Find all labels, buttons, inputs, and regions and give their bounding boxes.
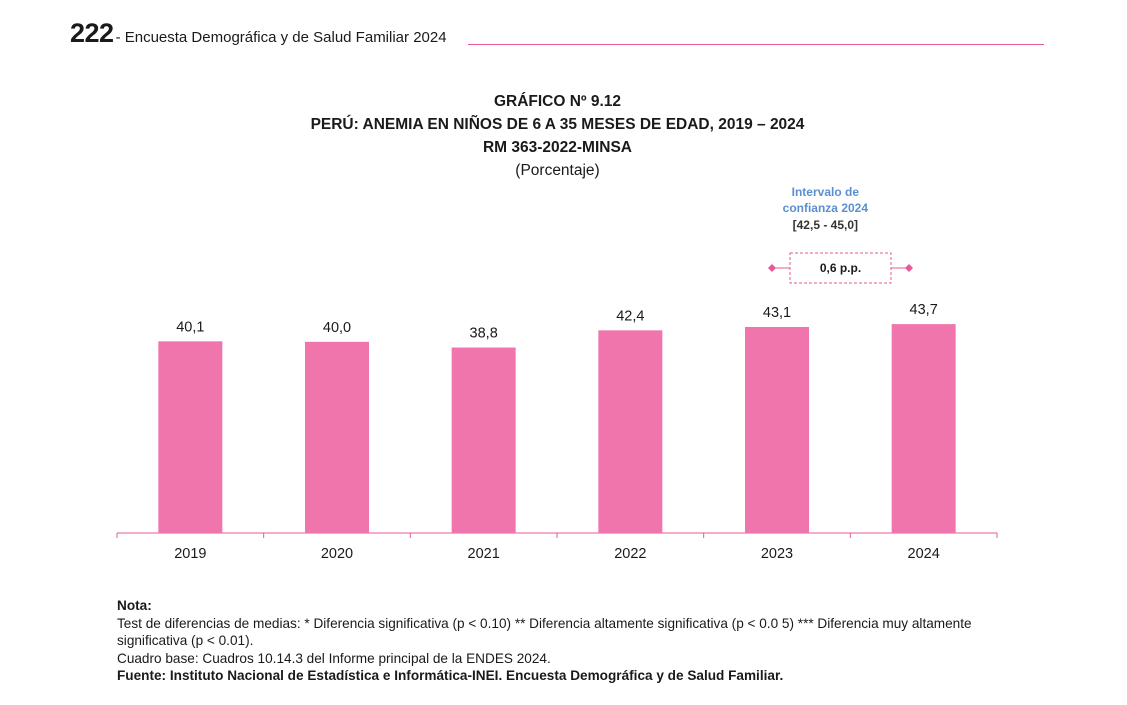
note-line-1: Test de diferencias de medias: * Diferen… bbox=[117, 615, 972, 631]
value-label-2019: 40,1 bbox=[176, 319, 204, 335]
ci-difference-box bbox=[789, 252, 892, 284]
ci-label-line-2: confianza 2024 bbox=[783, 201, 869, 215]
note-line-2: significativa (p < 0.01). bbox=[117, 633, 254, 649]
chart-number: GRÁFICO Nº 9.12 bbox=[493, 93, 622, 110]
category-label-2021: 2021 bbox=[468, 546, 500, 562]
chart-title: PERÚ: ANEMIA EN NIÑOS DE 6 A 35 MESES DE… bbox=[310, 116, 805, 133]
bar-2023 bbox=[745, 326, 809, 533]
ci-marker-left bbox=[768, 264, 776, 272]
category-label-2022: 2022 bbox=[614, 546, 646, 562]
ci-difference: 0,6 p.p. bbox=[820, 261, 861, 275]
page-header: 222 - Encuesta Demográfica y de Salud Fa… bbox=[70, 18, 447, 49]
category-label-2020: 2020 bbox=[321, 546, 353, 562]
value-label-2023: 43,1 bbox=[763, 305, 791, 321]
bar-2020 bbox=[305, 341, 369, 533]
category-label-2023: 2023 bbox=[761, 546, 793, 562]
note-heading: Nota: bbox=[117, 598, 152, 613]
running-title: - Encuesta Demográfica y de Salud Famili… bbox=[115, 29, 447, 46]
ci-marker-right bbox=[905, 264, 913, 272]
chart-titles: GRÁFICO Nº 9.12 PERÚ: ANEMIA EN NIÑOS DE… bbox=[0, 90, 1115, 182]
chart-notes: Nota: Test de diferencias de medias: * D… bbox=[117, 597, 1017, 685]
value-label-2022: 42,4 bbox=[616, 308, 644, 324]
chart-subtitle: RM 363-2022-MINSA bbox=[482, 139, 633, 156]
note-source: Fuente: Instituto Nacional de Estadístic… bbox=[117, 668, 784, 684]
category-label-2024: 2024 bbox=[908, 546, 940, 562]
value-label-2020: 40,0 bbox=[323, 320, 351, 336]
bar-2019 bbox=[158, 341, 223, 533]
note-line-3: Cuadro base: Cuadros 10.14.3 del Informe… bbox=[117, 650, 551, 666]
page-number: 222 bbox=[70, 18, 114, 48]
value-label-2024: 43,7 bbox=[910, 302, 938, 318]
ci-interval: [42,5 - 45,0] bbox=[793, 218, 858, 232]
bar-2021 bbox=[451, 347, 516, 533]
ci-label-line-1: Intervalo de bbox=[792, 185, 860, 199]
bar-2024 bbox=[891, 324, 956, 533]
category-label-2019: 2019 bbox=[174, 546, 206, 562]
value-label-2021: 38,8 bbox=[470, 326, 498, 342]
bar-2022 bbox=[598, 330, 663, 533]
header-rule bbox=[468, 44, 1044, 45]
chart-unit: (Porcentaje) bbox=[515, 162, 600, 179]
